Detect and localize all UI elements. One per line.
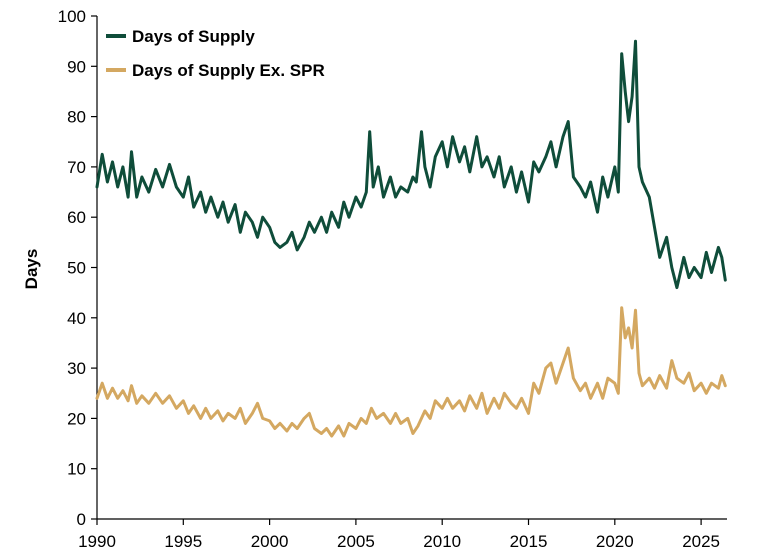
- y-tick-label: 10: [67, 460, 86, 479]
- y-tick-label: 60: [67, 208, 86, 227]
- y-tick-label: 90: [67, 57, 86, 76]
- y-tick-label: 100: [58, 7, 86, 26]
- y-tick-label: 0: [77, 510, 86, 529]
- series-line-days-of-supply: [95, 39, 727, 290]
- x-tick-label: 2025: [682, 532, 720, 551]
- y-axis-ticks: 0 10 20 30 40 50 60 70 80 90 100: [58, 7, 97, 529]
- x-tick-label: 2015: [510, 532, 548, 551]
- series-line-days-of-supply-ex-spr: [95, 306, 727, 438]
- y-tick-label: 40: [67, 309, 86, 328]
- legend-label-days-of-supply: Days of Supply: [132, 27, 255, 46]
- x-axis-ticks: 1990 1995 2000 2005 2010 2015 2020 2025: [78, 519, 720, 551]
- x-tick-label: 2000: [251, 532, 289, 551]
- y-axis-title: Days: [22, 249, 41, 290]
- series-lines: [95, 39, 727, 438]
- legend: Days of Supply Days of Supply Ex. SPR: [106, 27, 325, 80]
- x-tick-label: 2010: [423, 532, 461, 551]
- plot-area: 0 10 20 30 40 50 60 70 80 90 100 1990 1995 2000 2005 2…: [58, 7, 727, 551]
- y-tick-label: 20: [67, 409, 86, 428]
- x-tick-label: 2005: [337, 532, 375, 551]
- y-tick-label: 80: [67, 108, 86, 127]
- y-tick-label: 50: [67, 259, 86, 278]
- y-tick-label: 70: [67, 158, 86, 177]
- legend-label-days-of-supply-ex-spr: Days of Supply Ex. SPR: [132, 61, 325, 80]
- y-tick-label: 30: [67, 359, 86, 378]
- x-tick-label: 1990: [78, 532, 116, 551]
- x-tick-label: 1995: [164, 532, 202, 551]
- x-tick-label: 2020: [596, 532, 634, 551]
